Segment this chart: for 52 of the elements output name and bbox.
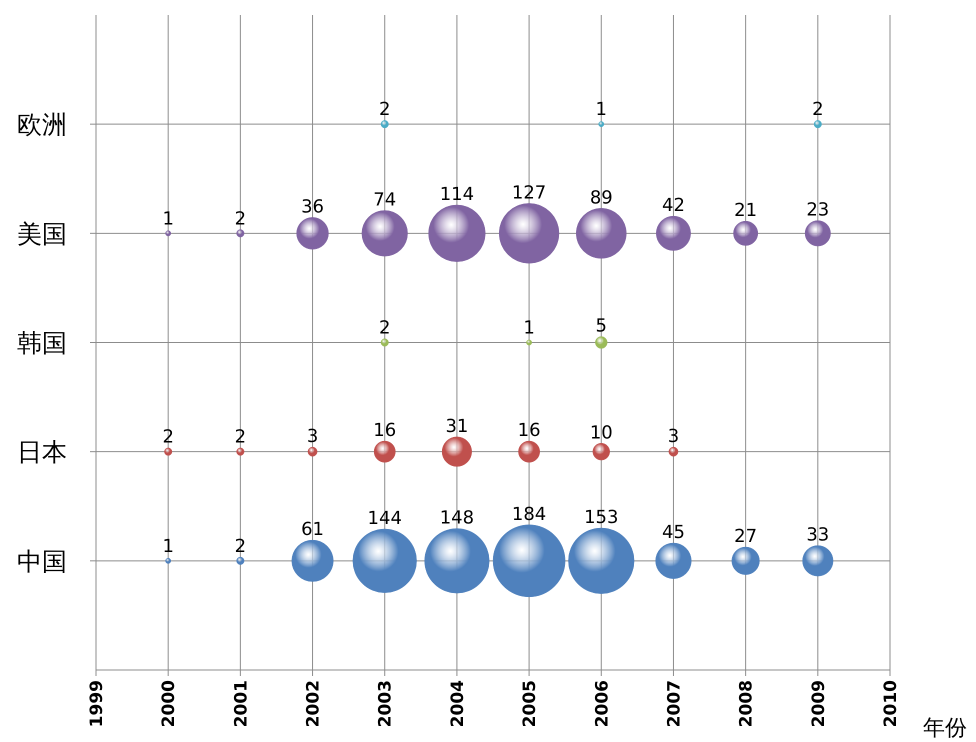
data-label: 2	[234, 426, 246, 448]
x-axis-title: 年份	[923, 716, 967, 741]
data-label: 10	[590, 422, 613, 444]
data-label: 33	[806, 524, 830, 546]
data-label: 2	[234, 536, 246, 557]
y-tick-label: 欧洲	[17, 110, 67, 140]
data-label: 2	[379, 99, 390, 120]
data-label: 1	[162, 208, 174, 230]
data-label: 23	[806, 200, 830, 221]
x-tick-label: 2004	[448, 680, 468, 728]
data-label: 2	[234, 208, 246, 230]
data-label: 31	[445, 416, 468, 437]
y-tick-label: 中国	[17, 546, 67, 576]
x-tick-label: 2000	[159, 680, 180, 728]
data-label: 27	[734, 526, 758, 548]
x-tick-label: 1999	[87, 680, 107, 728]
data-label: 148	[440, 508, 474, 529]
x-tick-label: 2010	[881, 680, 901, 728]
data-label: 16	[373, 420, 396, 442]
data-label: 36	[301, 196, 324, 218]
x-tick-label: 2005	[520, 680, 540, 728]
data-label: 1	[523, 318, 535, 338]
data-label: 2	[162, 426, 174, 448]
y-tick-label: 韩国	[17, 328, 67, 358]
data-label: 74	[373, 190, 396, 211]
x-tick-label: 2006	[592, 680, 612, 728]
data-label: 16	[518, 420, 541, 442]
data-label: 42	[662, 195, 685, 216]
x-tick-label: 2009	[808, 680, 829, 728]
data-label: 127	[512, 182, 546, 204]
data-label: 21	[734, 200, 758, 222]
data-label: 2	[812, 99, 824, 120]
data-label: 144	[368, 508, 402, 529]
x-tick-label: 2001	[231, 680, 252, 728]
data-label: 114	[440, 184, 474, 205]
data-label: 45	[662, 522, 685, 544]
data-label: 1	[162, 536, 174, 557]
data-label: 61	[301, 519, 324, 540]
y-tick-label: 美国	[17, 219, 67, 248]
data-label: 5	[596, 316, 607, 337]
data-label: 184	[512, 504, 546, 525]
x-tick-label: 2002	[304, 680, 324, 728]
data-label: 3	[668, 426, 680, 448]
x-tick-label: 2003	[376, 680, 396, 728]
data-label: 153	[584, 507, 618, 528]
y-tick-label: 日本	[17, 438, 67, 467]
x-tick-label: 2008	[736, 680, 757, 728]
data-label: 2	[379, 318, 390, 338]
x-tick-label: 2007	[664, 680, 684, 728]
data-label: 89	[590, 187, 613, 208]
data-label: 1	[596, 99, 607, 120]
data-label: 3	[306, 426, 318, 448]
